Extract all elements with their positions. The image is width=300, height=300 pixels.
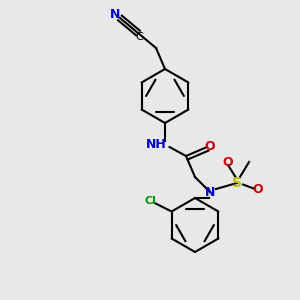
Text: S: S bbox=[232, 176, 242, 190]
Text: O: O bbox=[223, 155, 233, 169]
Text: NH: NH bbox=[146, 137, 167, 151]
Text: Cl: Cl bbox=[145, 196, 157, 206]
Text: C: C bbox=[136, 32, 143, 43]
Text: N: N bbox=[205, 185, 215, 199]
Text: O: O bbox=[205, 140, 215, 154]
Text: N: N bbox=[110, 8, 121, 22]
Text: O: O bbox=[253, 182, 263, 196]
